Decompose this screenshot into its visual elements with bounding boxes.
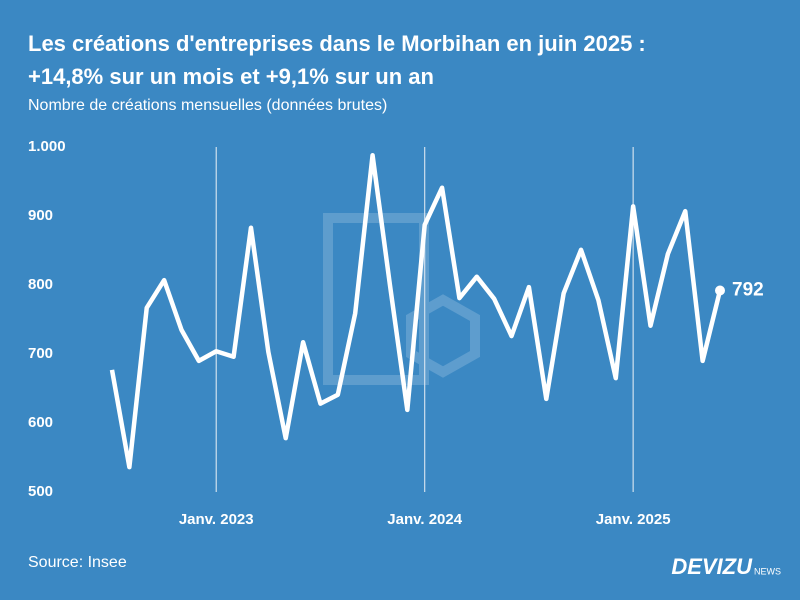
y-tick-label: 1.000 xyxy=(28,138,66,155)
source: Source: Insee xyxy=(28,554,127,571)
title-line: Les créations d'entreprises dans le Morb… xyxy=(28,31,646,56)
y-tick-label: 900 xyxy=(28,207,53,224)
data-label: 792 xyxy=(732,280,764,301)
x-tick-label: Janv. 2025 xyxy=(596,511,671,528)
y-tick-label: 600 xyxy=(28,414,53,431)
brand-name: DEVIZU xyxy=(671,554,753,579)
y-tick-label: 500 xyxy=(28,483,53,500)
watermark xyxy=(323,213,480,385)
brand-suffix: NEWS xyxy=(754,566,781,576)
y-tick-label: 700 xyxy=(28,345,53,362)
y-tick-label: 800 xyxy=(28,276,53,293)
x-tick-label: Janv. 2023 xyxy=(179,511,254,528)
title-line: +14,8% sur un mois et +9,1% sur un an xyxy=(28,64,434,89)
x-tick-label: Janv. 2024 xyxy=(387,511,462,528)
line xyxy=(109,153,723,470)
subtitle: Nombre de créations mensuelles (données … xyxy=(28,97,387,114)
end-point xyxy=(715,285,725,296)
